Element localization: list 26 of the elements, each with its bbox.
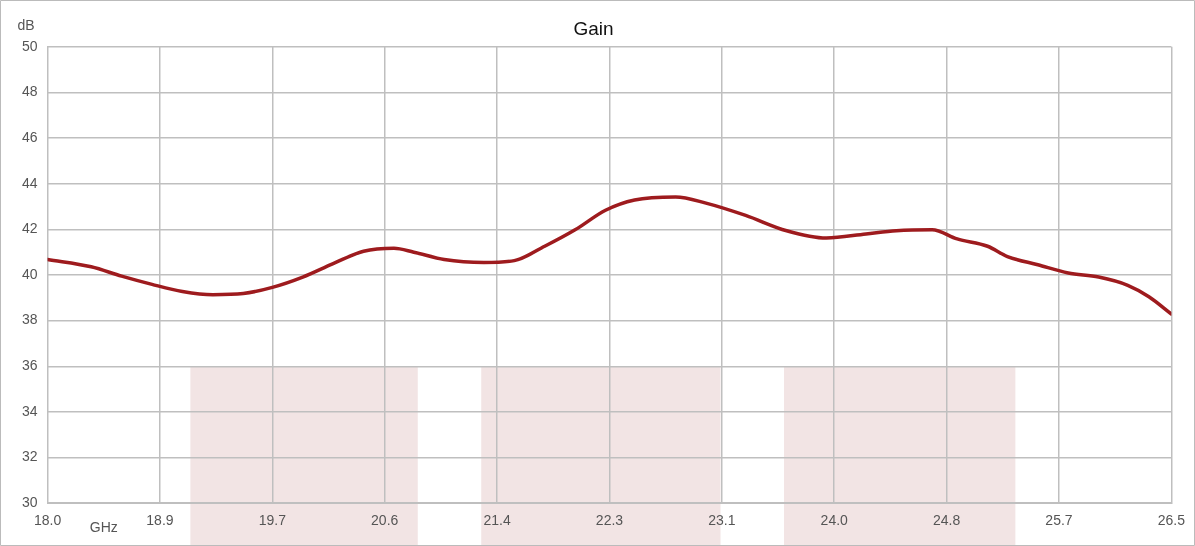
- x-tick-label: 22.3: [595, 512, 624, 529]
- x-tick-label: 25.7: [1045, 512, 1073, 529]
- y-tick-label: 34: [21, 402, 38, 419]
- y-tick-label: 32: [21, 448, 38, 465]
- y-axis-title: dB: [17, 16, 35, 33]
- y-tick-label: 38: [21, 311, 38, 328]
- y-tick-label: 44: [21, 174, 38, 191]
- y-tick-label: 36: [21, 357, 38, 374]
- x-tick-label: 18.9: [146, 512, 174, 529]
- line-series: [47, 195, 1172, 316]
- y-tick-label: 50: [21, 37, 38, 54]
- y-tick-label: 46: [21, 128, 38, 145]
- x-tick-label: 23.1: [708, 512, 736, 529]
- x-tick-label: 18.0: [33, 512, 62, 529]
- x-tick-label: 20.6: [371, 512, 399, 529]
- y-tick-label: 30: [21, 494, 38, 511]
- x-tick-label: 19.7: [258, 512, 287, 529]
- x-tick-label: 24.8: [932, 512, 961, 529]
- y-tick-label: 48: [21, 83, 38, 100]
- x-tick-label: 21.4: [483, 512, 511, 529]
- chart-title: Gain: [573, 17, 614, 39]
- x-axis-title: GHz: [89, 519, 118, 536]
- y-tick-label: 42: [21, 220, 38, 237]
- x-tick-label: 26.5: [1157, 512, 1186, 529]
- y-tick-label: 40: [21, 265, 38, 282]
- x-tick-label: 24.0: [820, 512, 849, 529]
